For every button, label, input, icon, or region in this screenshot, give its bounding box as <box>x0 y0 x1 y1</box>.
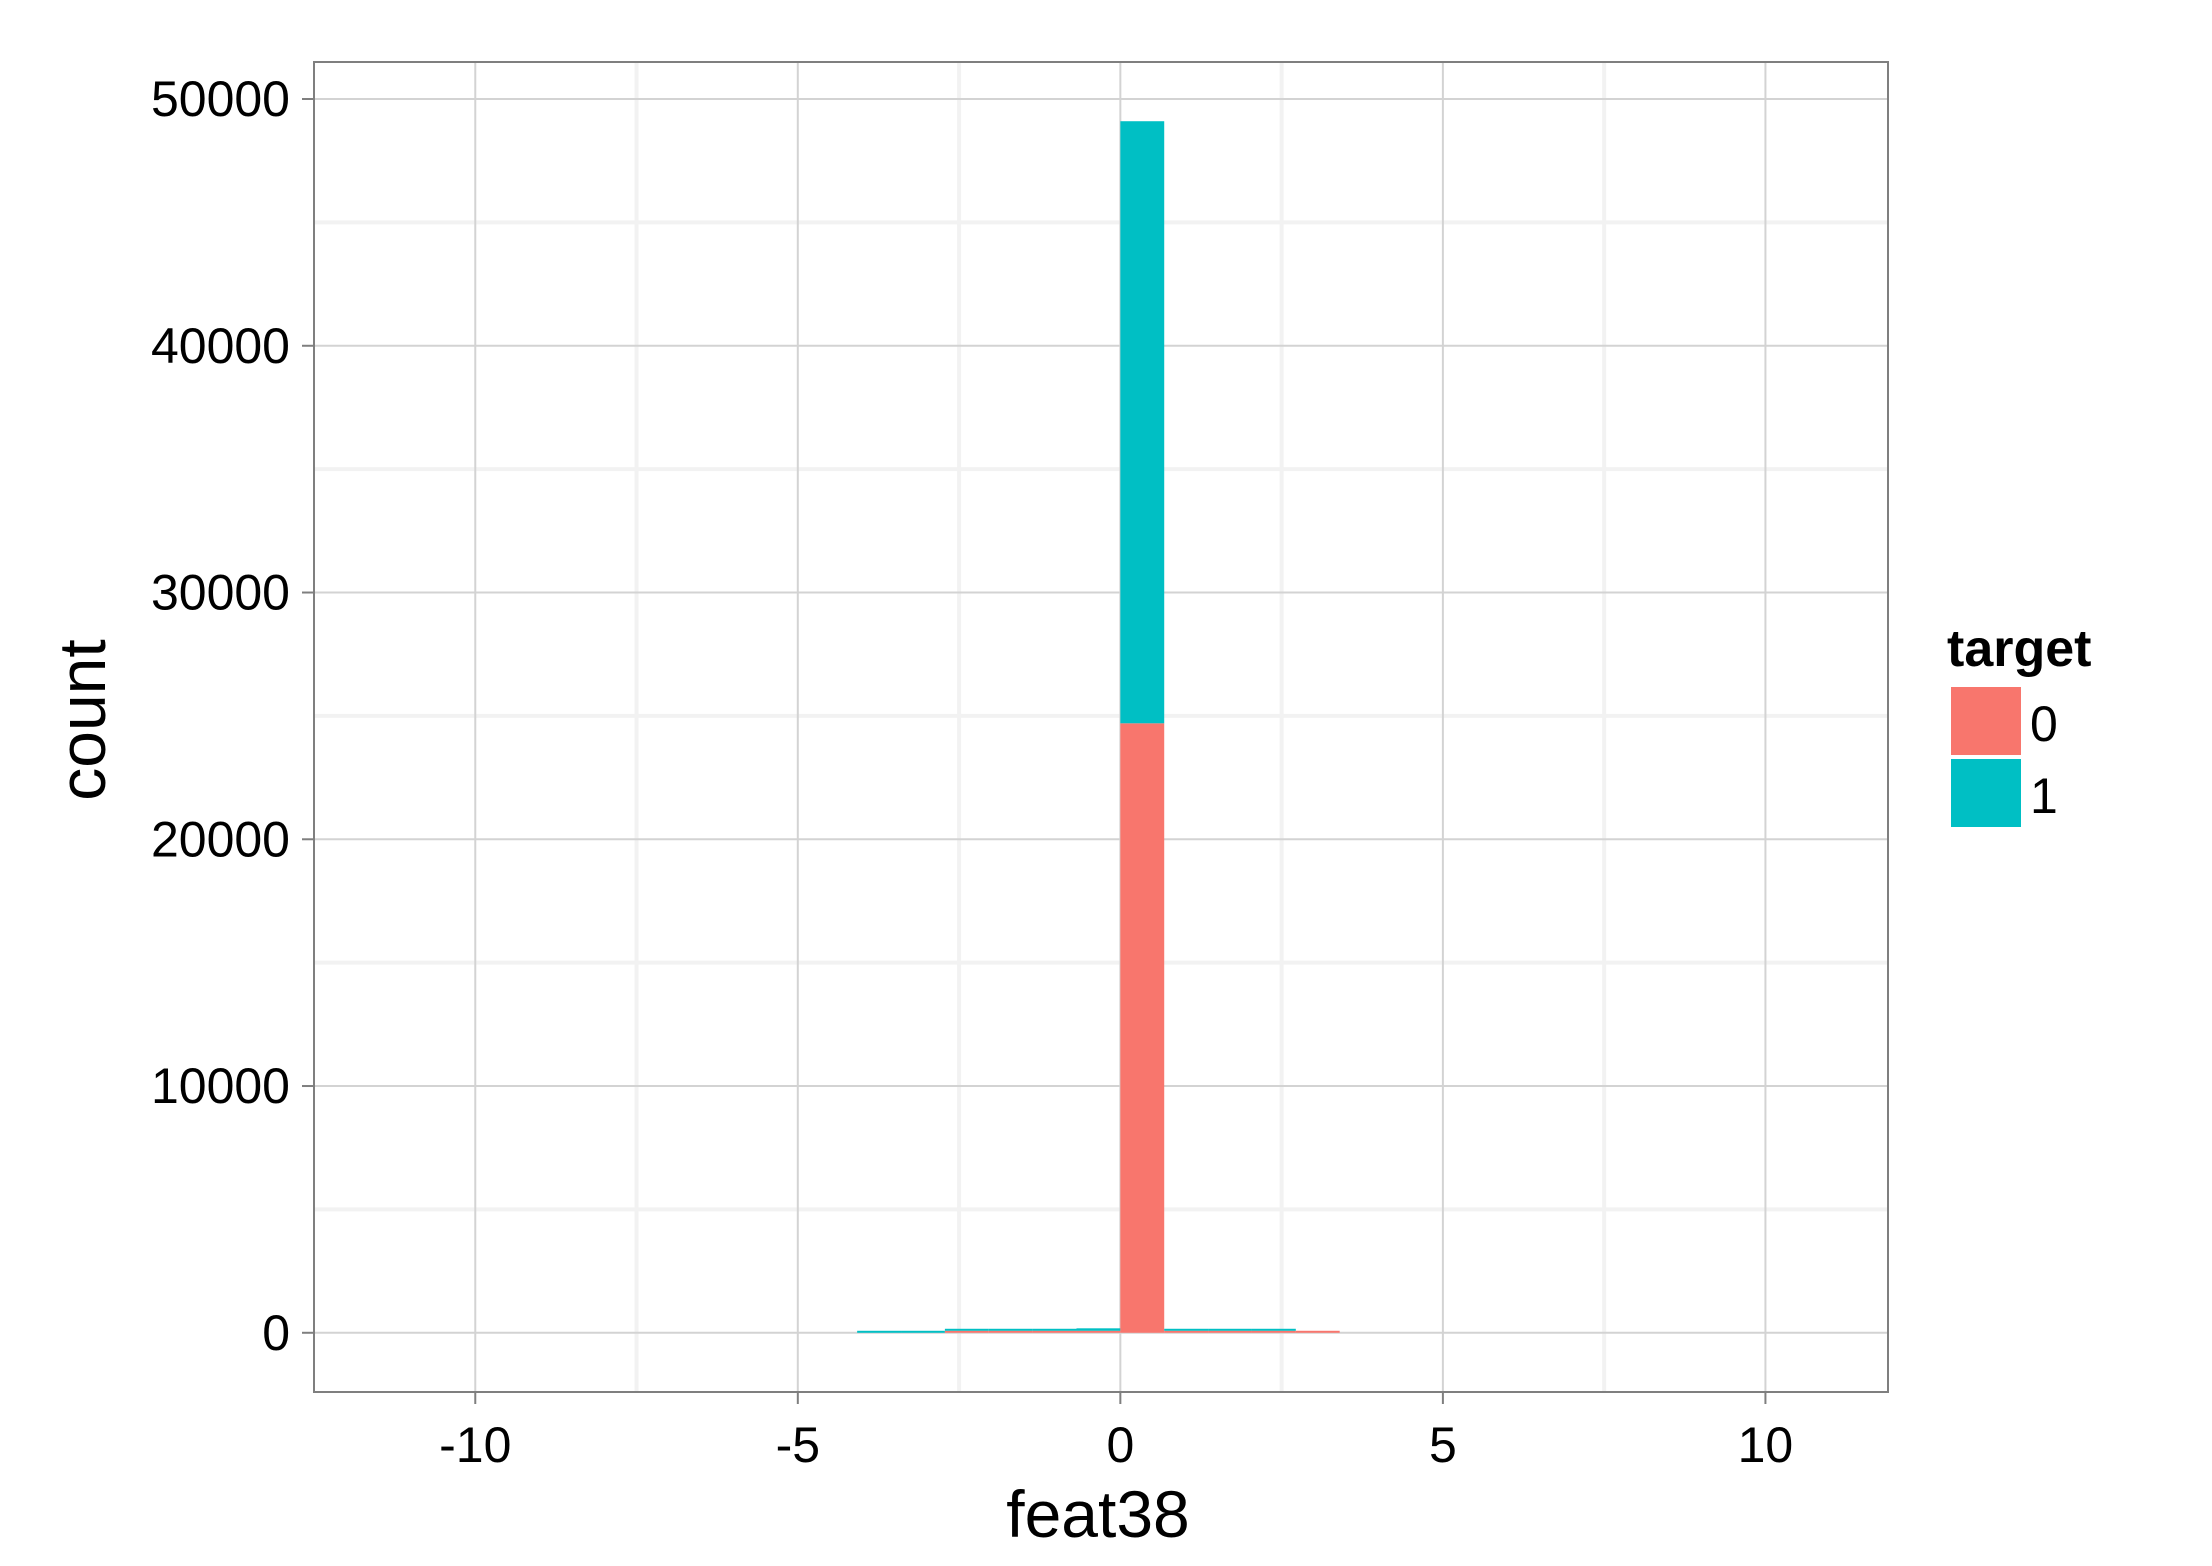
bar-target-1 <box>988 1328 1033 1331</box>
bar-target-0 <box>1208 1330 1252 1333</box>
bar-target-1 <box>1251 1328 1296 1331</box>
y-tick-label: 20000 <box>151 811 290 867</box>
x-axis-ticks: -10 -5 0 5 10 <box>439 1392 1793 1473</box>
legend-label-0: 0 <box>2030 696 2058 752</box>
legend-swatch-0 <box>1949 685 2023 757</box>
bar-target-0 <box>1164 1330 1209 1333</box>
bar-target-0 <box>988 1330 1033 1333</box>
bar-target-0 <box>1032 1330 1077 1333</box>
x-tick-label: -5 <box>776 1417 820 1473</box>
bar-target-1 <box>1208 1328 1252 1331</box>
bar-target-1 <box>901 1330 945 1333</box>
histogram-bars <box>857 121 1340 1333</box>
legend: target 0 1 <box>1947 620 2091 829</box>
legend-swatch-1 <box>1949 757 2023 829</box>
y-tick-label: 0 <box>262 1305 290 1361</box>
x-axis-title: feat38 <box>1006 1477 1190 1551</box>
bar-target-1 <box>1032 1328 1077 1331</box>
bar-target-0 <box>1120 723 1165 1333</box>
x-tick-label: 5 <box>1429 1417 1457 1473</box>
bar-target-1 <box>1076 1328 1121 1331</box>
bar-target-1 <box>1120 121 1165 724</box>
plot-panel <box>314 62 1888 1392</box>
bar-target-0 <box>1076 1330 1121 1333</box>
bar-target-1 <box>1164 1328 1209 1331</box>
bar-target-0 <box>1251 1330 1296 1333</box>
bar-target-0 <box>1295 1330 1340 1333</box>
bar-target-0 <box>944 1330 989 1333</box>
x-tick-label: 0 <box>1106 1417 1134 1473</box>
y-tick-label: 30000 <box>151 565 290 621</box>
x-tick-label: -10 <box>439 1417 511 1473</box>
y-tick-label: 50000 <box>151 71 290 127</box>
legend-title: target <box>1947 620 2091 678</box>
panel-border <box>313 61 1889 1393</box>
y-tick-label: 40000 <box>151 318 290 374</box>
grid-lines <box>314 62 1888 1392</box>
bar-target-1 <box>857 1330 902 1333</box>
y-axis-title: count <box>45 639 119 800</box>
y-axis-ticks: 0 10000 20000 30000 40000 50000 <box>151 71 314 1361</box>
y-tick-label: 10000 <box>151 1058 290 1114</box>
legend-label-1: 1 <box>2030 768 2058 824</box>
x-tick-label: 10 <box>1738 1417 1794 1473</box>
bar-target-1 <box>944 1328 989 1331</box>
